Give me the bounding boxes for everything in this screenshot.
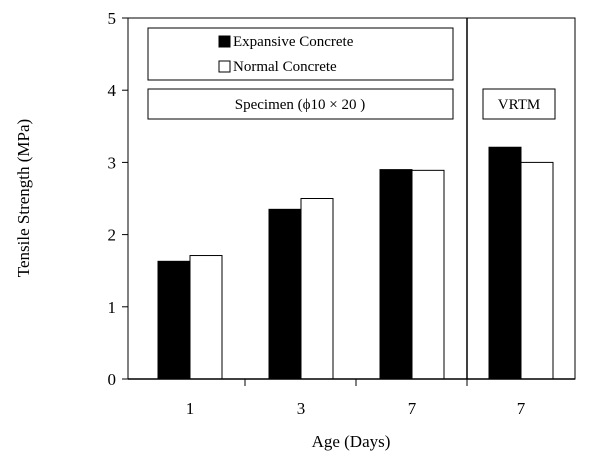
- vrtm-label-box: [482, 88, 556, 120]
- bar-normal-1: [300, 198, 334, 380]
- y-tick-label: 2: [108, 226, 117, 245]
- x-tick-label: 1: [186, 399, 195, 418]
- x-tick-label: 3: [297, 399, 306, 418]
- legend: Expansive Concrete Normal Concrete: [147, 27, 454, 81]
- y-tick-label: 0: [108, 370, 117, 389]
- bar-expansive-2: [379, 169, 413, 380]
- legend-label-expansive: Expansive Concrete: [233, 34, 354, 50]
- specimen-label-group: Specimen (ϕ10 × 20 ): [147, 88, 454, 120]
- bar-expansive-1: [268, 208, 302, 380]
- legend-swatch-normal: [218, 60, 231, 73]
- y-tick-label: 3: [108, 153, 117, 172]
- specimen-label-box: [147, 88, 454, 120]
- bar-expansive-3: [488, 146, 522, 380]
- vrtm-label: VRTM: [498, 97, 540, 113]
- legend-label-normal: Normal Concrete: [233, 59, 337, 75]
- x-axis-title: Age (Days): [312, 432, 391, 451]
- legend-box: [147, 27, 454, 81]
- y-tick-label: 5: [108, 9, 117, 28]
- y-axis-title: Tensile Strength (MPa): [14, 119, 33, 277]
- legend-swatch-expansive: [218, 35, 231, 48]
- x-tick-label: 7: [408, 399, 417, 418]
- y-tick-label: 4: [108, 81, 117, 100]
- y-tick-label: 1: [108, 298, 117, 317]
- bar-normal-2: [411, 169, 445, 380]
- specimen-label: Specimen (ϕ10 × 20 ): [235, 97, 366, 113]
- vrtm-label-group: VRTM: [482, 88, 556, 120]
- bar-normal-0: [189, 255, 223, 380]
- bar-normal-3: [520, 161, 554, 380]
- bar-expansive-0: [157, 260, 191, 380]
- x-tick-label: 7: [517, 399, 526, 418]
